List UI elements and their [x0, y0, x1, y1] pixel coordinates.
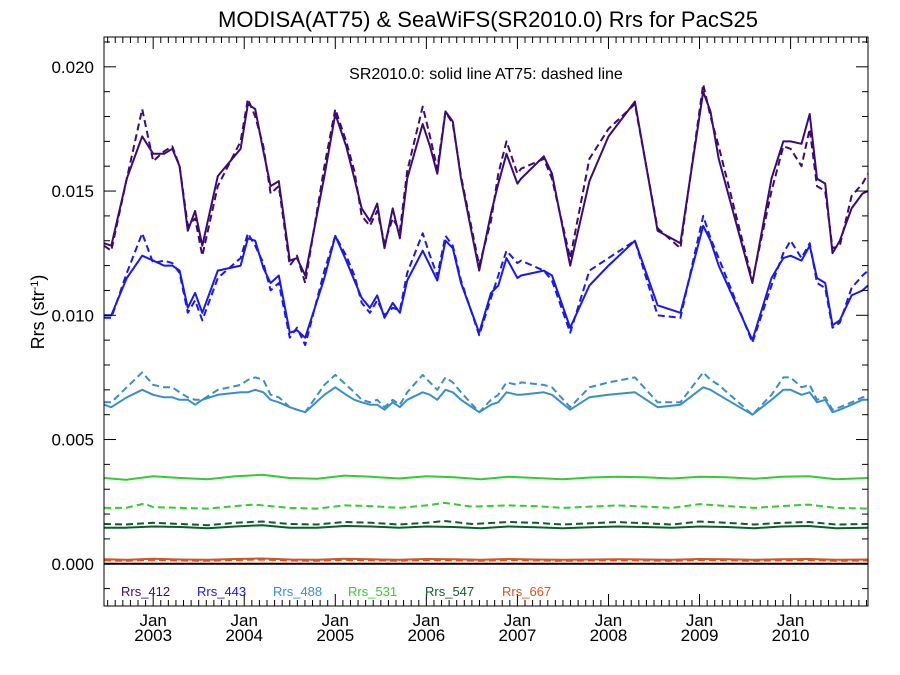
- line-style-note: SR2010.0: solid line AT75: dashed line: [349, 66, 623, 83]
- series-rrs-443-at75-dashed: [104, 214, 869, 347]
- y-tick-label: 0.010: [51, 306, 94, 325]
- series-rrs-667-sr2010-solid: [103, 557, 869, 561]
- series-rrs-412-sr2010-solid: [103, 90, 869, 284]
- y-axis-label: Rrs (str-1): [28, 275, 48, 350]
- x-tick-label-month: Jan: [595, 611, 622, 630]
- legend-rrs-531: Rrs_531: [348, 584, 397, 599]
- x-tick-label-year: 2010: [772, 626, 810, 645]
- y-tick-label: 0.020: [51, 58, 94, 77]
- series-rrs-531-at75-dashed: [104, 501, 869, 510]
- x-tick-label-month: Jan: [231, 611, 258, 630]
- legend-rrs-443: Rrs_443: [197, 584, 246, 599]
- y-tick-label: 0.005: [51, 431, 94, 450]
- x-tick-label-month: Jan: [686, 611, 713, 630]
- y-tick-label: 0.000: [51, 555, 94, 574]
- legend-rrs-488: Rrs_488: [273, 584, 322, 599]
- x-tick-label-year: 2007: [499, 626, 537, 645]
- plot-frame: [103, 36, 869, 607]
- x-tick-label-year: 2008: [590, 626, 628, 645]
- x-tick-label-year: 2004: [225, 626, 263, 645]
- x-tick-label-year: 2003: [134, 626, 172, 645]
- y-axis-label-end: ): [28, 275, 48, 281]
- series-rrs-412-at75-dashed: [103, 83, 869, 284]
- series-rrs-488-sr2010-solid: [103, 386, 868, 416]
- legend-rrs-412: Rrs_412: [121, 584, 170, 599]
- legend: Rrs_412 Rrs_443 Rrs_488 Rrs_531 Rrs_547 Rrs_6…: [121, 584, 551, 599]
- y-tick-label: 0.015: [51, 182, 94, 201]
- x-tick-label-year: 2005: [316, 626, 354, 645]
- plot-lines: [103, 83, 869, 565]
- axes: 0.0000.0050.0100.0150.020Jan2003Jan2004J…: [51, 36, 869, 645]
- x-tick-label-month: Jan: [777, 611, 804, 630]
- series-rrs-531-sr2010-solid: [103, 473, 869, 481]
- chart-title: MODISA(AT75) & SeaWiFS(SR2010.0) Rrs for…: [218, 7, 758, 32]
- x-tick-label-month: Jan: [504, 611, 531, 630]
- series-rrs-547-sr2010-solid: [104, 524, 869, 530]
- y-axis-label-superscript: -1: [29, 281, 41, 291]
- x-tick-label-month: Jan: [413, 611, 440, 630]
- x-tick-label-year: 2006: [407, 626, 445, 645]
- x-tick-label-month: Jan: [322, 611, 349, 630]
- x-tick-label-month: Jan: [139, 611, 166, 630]
- legend-rrs-547: Rrs_547: [425, 584, 474, 599]
- series-rrs-443-sr2010-solid: [104, 224, 869, 342]
- series-rrs-547-at75-dashed: [103, 520, 869, 527]
- x-tick-label-year: 2009: [681, 626, 719, 645]
- y-axis-label-text: Rrs (str: [28, 290, 48, 349]
- legend-rrs-667: Rrs_667: [502, 584, 551, 599]
